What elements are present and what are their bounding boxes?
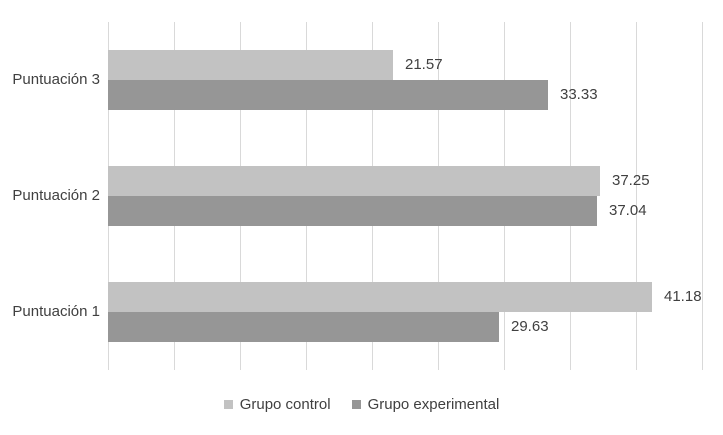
bar-grupo-experimental bbox=[108, 312, 499, 342]
legend: Grupo control Grupo experimental bbox=[0, 396, 723, 413]
bar-grupo-control bbox=[108, 50, 393, 80]
legend-item: Grupo control bbox=[223, 396, 331, 413]
bar-grupo-control bbox=[108, 166, 600, 196]
legend-label: Grupo control bbox=[239, 396, 331, 413]
bar-grupo-experimental bbox=[108, 196, 597, 226]
category-label: Puntuación 1 bbox=[12, 303, 100, 320]
gridline bbox=[702, 22, 703, 370]
data-label: 37.04 bbox=[609, 202, 647, 219]
bar-grupo-experimental bbox=[108, 80, 548, 110]
data-label: 37.25 bbox=[612, 172, 650, 189]
legend-swatch-icon bbox=[223, 400, 233, 409]
data-label: 41.18 bbox=[664, 288, 702, 305]
data-label: 21.57 bbox=[405, 56, 443, 73]
plot-area: 21.57 33.33 37.25 37.04 41.18 29.63 bbox=[108, 22, 703, 370]
data-label: 33.33 bbox=[560, 86, 598, 103]
category-label: Puntuación 2 bbox=[12, 187, 100, 204]
legend-label: Grupo experimental bbox=[367, 396, 500, 413]
gridline bbox=[636, 22, 637, 370]
bar-grupo-control bbox=[108, 282, 652, 312]
legend-item: Grupo experimental bbox=[351, 396, 500, 413]
data-label: 29.63 bbox=[511, 318, 549, 335]
category-label: Puntuación 3 bbox=[12, 71, 100, 88]
legend-swatch-icon bbox=[351, 400, 361, 409]
